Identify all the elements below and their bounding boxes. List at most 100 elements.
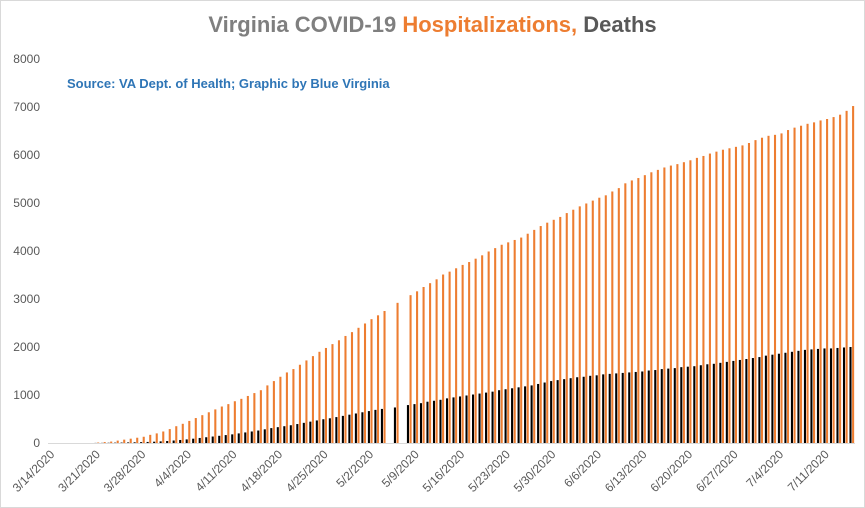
death-bar — [263, 429, 266, 443]
death-bar — [192, 438, 195, 443]
death-bar — [172, 440, 175, 443]
hospitalization-bar — [272, 381, 275, 443]
death-bar — [524, 386, 527, 443]
death-bar — [680, 367, 683, 443]
x-tick-label: 4/11/2020 — [193, 447, 240, 494]
hospitalization-bar — [207, 412, 210, 443]
death-bar — [660, 369, 663, 443]
death-bar — [836, 347, 839, 443]
hospitalization-bar — [604, 195, 607, 443]
death-bar — [426, 401, 429, 443]
hospitalization-bar — [220, 406, 223, 443]
death-bar — [237, 433, 240, 443]
hospitalization-bar — [435, 279, 438, 443]
hospitalization-bar — [214, 409, 217, 443]
death-bar — [374, 409, 377, 443]
death-bar — [823, 348, 826, 443]
hospitalization-bar — [598, 197, 601, 443]
death-bar — [127, 442, 130, 443]
x-tick-label: 6/20/2020 — [648, 447, 696, 495]
death-bar — [465, 395, 468, 443]
death-bar — [673, 368, 676, 443]
hospitalization-bar — [142, 436, 145, 443]
x-tick-label: 3/21/2020 — [55, 447, 103, 495]
death-bar — [530, 385, 533, 443]
hospitalization-bar — [734, 146, 738, 443]
death-bar — [478, 393, 481, 443]
death-bar — [406, 405, 409, 443]
death-bar — [452, 397, 455, 443]
hospitalization-bar — [429, 283, 432, 443]
hospitalization-bar — [507, 242, 510, 443]
hospitalization-bar — [285, 372, 288, 443]
death-bar — [328, 418, 331, 443]
hospitalization-bar — [591, 200, 594, 443]
death-bar — [686, 366, 689, 443]
hospitalization-bar — [852, 106, 855, 443]
death-bar — [341, 415, 344, 443]
hospitalization-bar — [455, 268, 458, 443]
death-bar — [595, 375, 598, 443]
hospitalization-bar — [103, 442, 106, 443]
chart-title: Virginia COVID-19 Hospitalizations, Deat… — [0, 12, 865, 38]
hospitalization-bar — [422, 287, 425, 443]
death-bar — [257, 430, 260, 443]
death-bar — [198, 437, 201, 443]
hospitalization-bar — [533, 229, 536, 443]
x-tick-label: 5/9/2020 — [379, 447, 422, 490]
hospitalization-bar — [181, 423, 184, 443]
hospitalization-bar — [656, 169, 659, 443]
y-tick-label: 6000 — [13, 148, 40, 162]
death-bar — [348, 414, 351, 443]
death-bar — [179, 439, 182, 443]
death-bar — [276, 427, 279, 443]
hospitalization-bar — [546, 222, 549, 443]
title-part-hospitalizations: Hospitalizations, — [402, 12, 578, 37]
hospitalization-bar — [149, 434, 152, 443]
hospitalization-bar — [324, 347, 327, 443]
hospitalization-bar — [162, 431, 165, 443]
hospitalization-bar — [695, 157, 698, 443]
death-bar — [745, 359, 748, 443]
hospitalization-bar — [279, 376, 282, 443]
death-bar — [719, 362, 722, 443]
hospitalization-bar — [813, 122, 816, 444]
hospitalization-bar — [448, 271, 451, 443]
y-tick-label: 3000 — [13, 292, 40, 306]
hospitalization-bar — [227, 404, 230, 443]
death-bar — [413, 404, 416, 443]
hospitalization-bar — [318, 351, 321, 443]
death-bar — [133, 442, 136, 443]
hospitalization-bar — [526, 233, 529, 443]
hospitalization-bar — [357, 327, 360, 443]
hospitalization-bar — [253, 393, 256, 443]
hospitalization-bar — [155, 433, 158, 443]
death-bar — [218, 435, 221, 443]
hospitalization-bar — [487, 251, 490, 443]
hospitalization-bar — [311, 356, 314, 443]
death-bar — [751, 358, 754, 443]
death-bar — [153, 441, 156, 443]
hospitalization-bar — [572, 209, 575, 443]
hospitalization-bar — [292, 369, 295, 443]
death-bar — [244, 432, 247, 443]
hospitalization-bar — [559, 216, 562, 443]
death-bar — [582, 376, 585, 443]
hospitalization-bar — [728, 148, 731, 443]
x-tick-label: 4/18/2020 — [238, 447, 286, 495]
hospitalization-bar — [702, 155, 705, 443]
hospitalization-bar — [826, 119, 829, 443]
hospitalization-bar — [806, 123, 809, 444]
hospitalization-bar — [474, 258, 477, 443]
death-bar — [309, 421, 312, 443]
death-bar — [270, 428, 273, 443]
death-bar — [667, 368, 670, 443]
death-bar — [784, 352, 787, 443]
death-bar — [758, 357, 761, 443]
hospitalization-bar — [298, 364, 301, 443]
hospitalization-bar — [578, 206, 581, 443]
death-bar — [829, 348, 833, 443]
hospitalization-bar — [721, 149, 724, 443]
hospitalization-bar — [344, 335, 347, 443]
